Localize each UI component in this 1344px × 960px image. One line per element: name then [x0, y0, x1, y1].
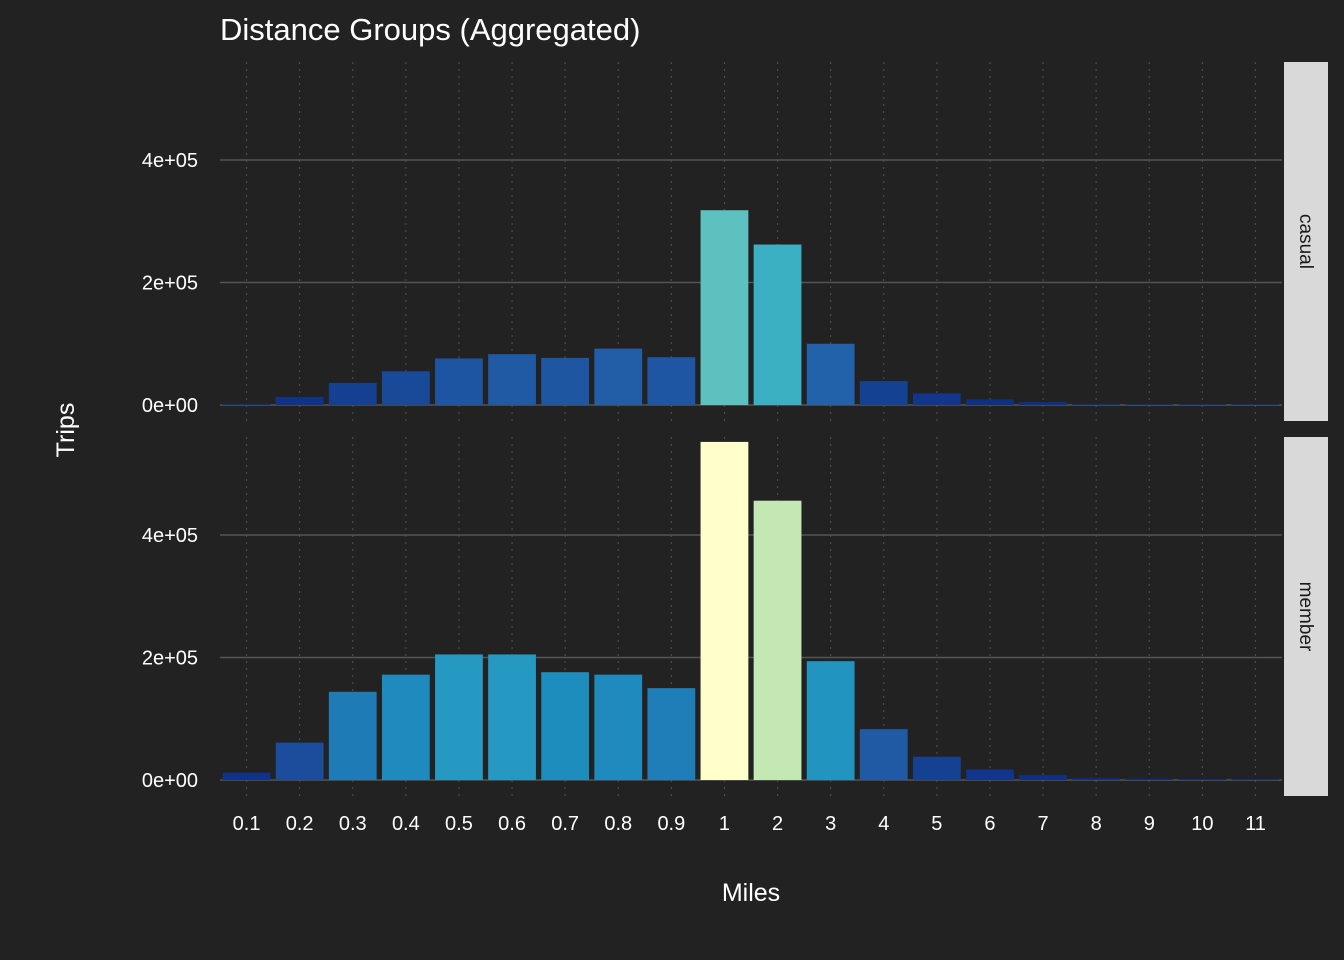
bar-casual-0.7	[541, 357, 590, 405]
x-tick-label: 0.3	[339, 813, 367, 835]
bar-member-5	[912, 756, 961, 780]
x-tick-label: 1	[719, 813, 730, 835]
bar-member-2	[753, 500, 802, 780]
bar-member-0.1	[222, 772, 271, 780]
x-tick-label: 0.1	[233, 813, 261, 835]
x-tick-label: 2	[772, 813, 783, 835]
x-tick-label: 8	[1091, 813, 1102, 835]
bar-casual-6	[966, 399, 1014, 405]
bar-member-1	[700, 441, 749, 780]
bar-casual-2	[753, 244, 802, 405]
bar-member-10	[1178, 779, 1227, 780]
bar-casual-3	[806, 343, 855, 405]
bar-casual-0.6	[488, 354, 536, 405]
bar-member-0.5	[435, 654, 483, 780]
chart-title: Distance Groups (Aggregated)	[220, 12, 640, 47]
y-axis-title: Trips	[52, 403, 80, 458]
x-tick-label: 0.2	[286, 813, 314, 835]
x-tick-label: 0.9	[657, 813, 685, 835]
bar-member-0.3	[328, 691, 377, 780]
x-tick-label: 6	[984, 813, 995, 835]
facet-strip-casual	[1284, 62, 1328, 421]
x-tick-label: 0.4	[392, 813, 420, 835]
bar-casual-0.9	[647, 357, 696, 405]
y-tick-label: 0e+00	[142, 395, 198, 417]
bar-member-0.7	[541, 672, 590, 780]
x-tick-label: 7	[1037, 813, 1048, 835]
x-tick-label: 10	[1191, 813, 1213, 835]
bar-member-0.6	[488, 654, 536, 780]
bar-casual-8	[1072, 403, 1121, 405]
bar-member-7	[1019, 775, 1067, 780]
y-tick-label: 2e+05	[142, 648, 198, 670]
x-tick-label: 0.7	[551, 813, 579, 835]
bar-casual-7	[1019, 401, 1067, 405]
bar-casual-0.4	[381, 371, 430, 405]
y-tick-label: 0e+00	[142, 770, 198, 792]
x-tick-label: 0.6	[498, 813, 526, 835]
bar-casual-0.2	[275, 397, 324, 405]
bar-member-9	[1125, 778, 1174, 780]
bar-casual-10	[1178, 404, 1227, 405]
bar-member-0.2	[275, 742, 324, 780]
bar-casual-0.3	[328, 382, 377, 405]
y-tick-label: 2e+05	[142, 273, 198, 295]
bar-casual-9	[1125, 404, 1174, 405]
x-tick-label: 0.8	[604, 813, 632, 835]
x-tick-label: 9	[1144, 813, 1155, 835]
bar-member-6	[966, 769, 1014, 780]
bar-casual-11	[1231, 404, 1280, 405]
bar-casual-0.5	[435, 358, 483, 405]
bar-casual-0.1	[222, 403, 271, 405]
bar-member-0.4	[381, 674, 430, 780]
bar-casual-4	[859, 381, 908, 405]
bar-member-11	[1231, 779, 1280, 780]
facet-panels: 0e+00 2e+05 4e+05 casual 0e+00 2e+05 4e+05 memb…	[142, 62, 1328, 796]
x-tick-label: 3	[825, 813, 836, 835]
bar-member-3	[806, 661, 855, 780]
bar-casual-5	[912, 393, 961, 405]
x-tick-label: 4	[878, 813, 889, 835]
y-tick-label: 4e+05	[142, 525, 198, 547]
bar-member-0.9	[647, 688, 696, 780]
bar-member-4	[859, 729, 908, 780]
x-tick-label: 5	[931, 813, 942, 835]
bar-casual-1	[700, 210, 749, 405]
bar-casual-0.8	[594, 348, 643, 405]
x-axis-title: Miles	[722, 879, 780, 907]
x-tick-label: 0.5	[445, 813, 473, 835]
x-axis-ticks: 0.1 0.2 0.3 0.4 0.5 0.6 0.7 0.8 0.9 1 2 3 4 5 6 7 8 9 10 11	[233, 813, 1266, 835]
facet-strip-member	[1284, 437, 1328, 796]
x-tick-label: 11	[1245, 813, 1266, 835]
facet-strip-label: member	[1295, 582, 1316, 652]
y-tick-label: 4e+05	[142, 150, 198, 172]
bar-member-0.8	[594, 674, 643, 780]
facet-strip-label: casual	[1295, 214, 1316, 269]
bar-member-8	[1072, 778, 1121, 780]
facet-panel-member: 0e+00 2e+05 4e+05 member	[142, 437, 1328, 796]
facet-panel-casual: 0e+00 2e+05 4e+05 casual	[142, 62, 1328, 421]
